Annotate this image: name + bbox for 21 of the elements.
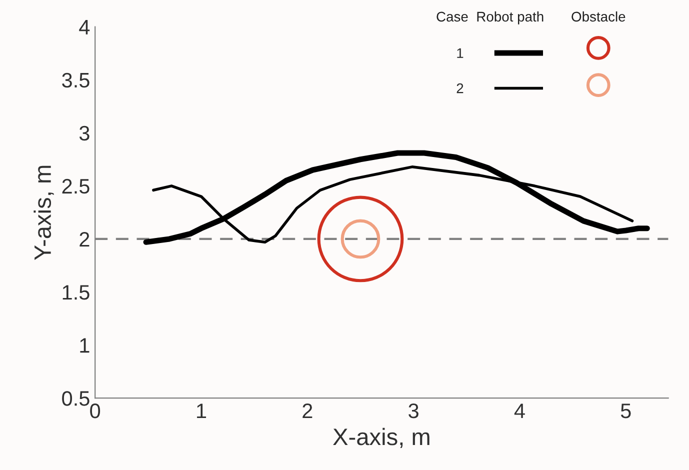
y-tick-label: 0.5 (62, 391, 90, 406)
y-tick-label: 3 (79, 126, 90, 141)
x-tick-label: 1 (197, 404, 206, 418)
x-axis-title: X-axis, m (333, 428, 430, 448)
x-tick-label: 5 (620, 404, 631, 418)
y-axis-title: Y-axis, m (34, 166, 54, 260)
y-tick-label: 2.5 (62, 178, 90, 194)
x-tick-label: 3 (408, 404, 418, 418)
text: Obstacle (572, 11, 626, 22)
y-tick-label: 2 (80, 232, 90, 247)
x-tick-label: 2 (302, 404, 312, 418)
y-tick-label: 3.5 (62, 72, 90, 88)
legend-label: 2 (456, 83, 464, 94)
x-tick-label: 0 (90, 404, 100, 418)
y-tick-label: 1 (80, 338, 90, 353)
legend-label: 1 (457, 48, 464, 58)
y-tick-label: 1.5 (62, 285, 90, 300)
text: Case (436, 12, 468, 22)
y-tick-label: 4 (79, 20, 90, 34)
x-tick-label: 4 (514, 404, 525, 418)
text: Robot path (477, 11, 544, 24)
